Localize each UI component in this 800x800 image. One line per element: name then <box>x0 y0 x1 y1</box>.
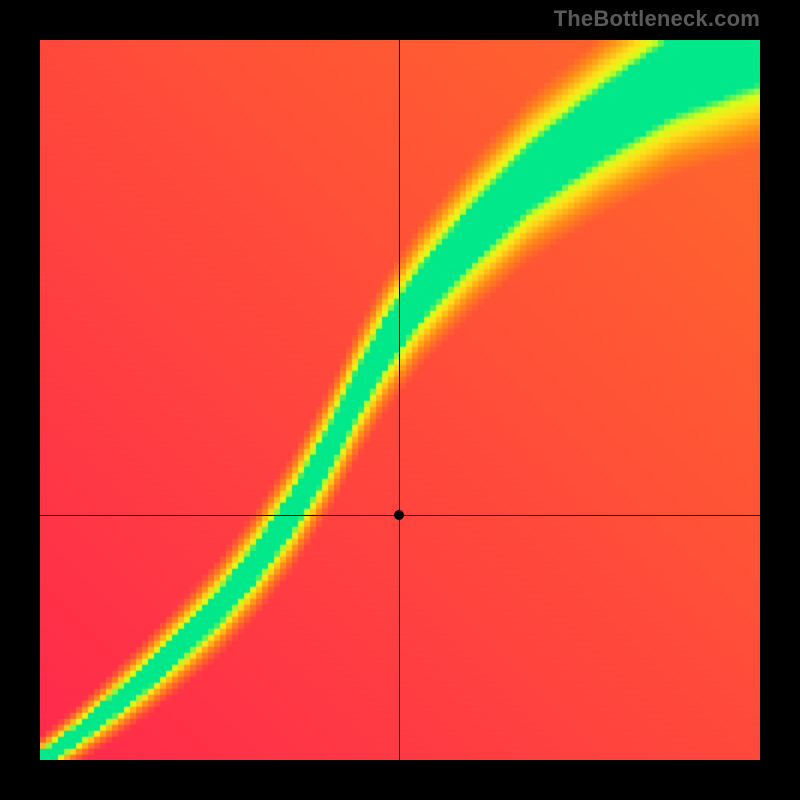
crosshair-vertical <box>399 40 400 760</box>
heatmap-plot <box>40 40 760 760</box>
crosshair-marker <box>394 510 404 520</box>
watermark-text: TheBottleneck.com <box>554 6 760 32</box>
heatmap-canvas <box>40 40 760 760</box>
